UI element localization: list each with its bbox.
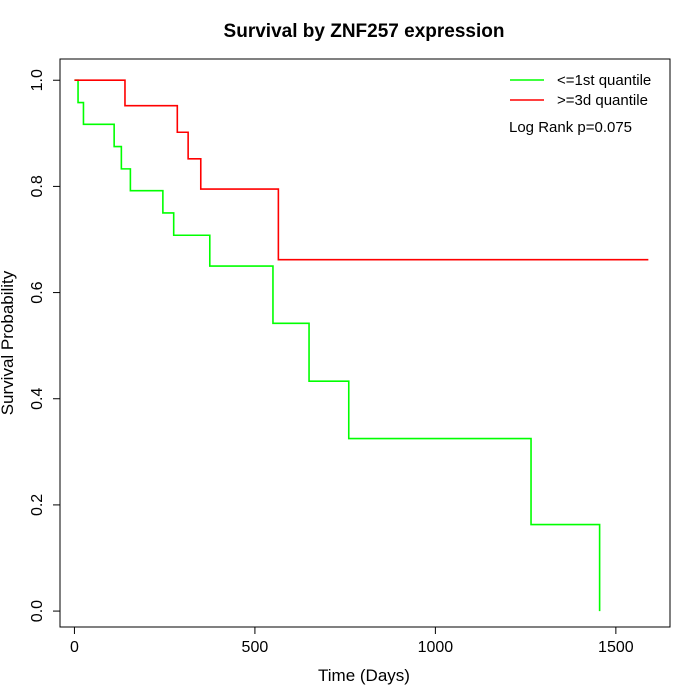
- series-line-1: [74, 79, 649, 261]
- y-tick-label: 0.2: [29, 494, 46, 516]
- y-tick-label: 0.0: [29, 600, 46, 622]
- series-lines: [74, 79, 649, 612]
- legend-label: >=3d quantile: [557, 92, 648, 109]
- x-axis-label: Time (Days): [318, 666, 410, 685]
- y-tick-label: 0.8: [29, 175, 46, 197]
- legend: <=1st quantile >=3d quantile: [510, 72, 651, 109]
- y-axis-label: Survival Probability: [0, 270, 17, 415]
- x-axis: 0 500 1000 1500: [70, 626, 634, 656]
- x-tick-label: 1500: [598, 639, 634, 656]
- series-line-0: [74, 79, 601, 612]
- chart-title: Survival by ZNF257 expression: [224, 21, 505, 42]
- x-tick-label: 0: [70, 639, 79, 656]
- legend-label: <=1st quantile: [557, 72, 651, 89]
- x-tick-label: 1000: [418, 639, 454, 656]
- y-tick-label: 1.0: [29, 69, 46, 91]
- x-tick-label: 500: [242, 639, 269, 656]
- y-tick-label: 0.6: [29, 281, 46, 303]
- plot-frame: [59, 58, 671, 628]
- y-axis: 0.0 0.2 0.4 0.6 0.8 1.0: [29, 69, 61, 622]
- log-rank-annotation: Log Rank p=0.075: [509, 119, 632, 136]
- y-tick-label: 0.4: [29, 388, 46, 410]
